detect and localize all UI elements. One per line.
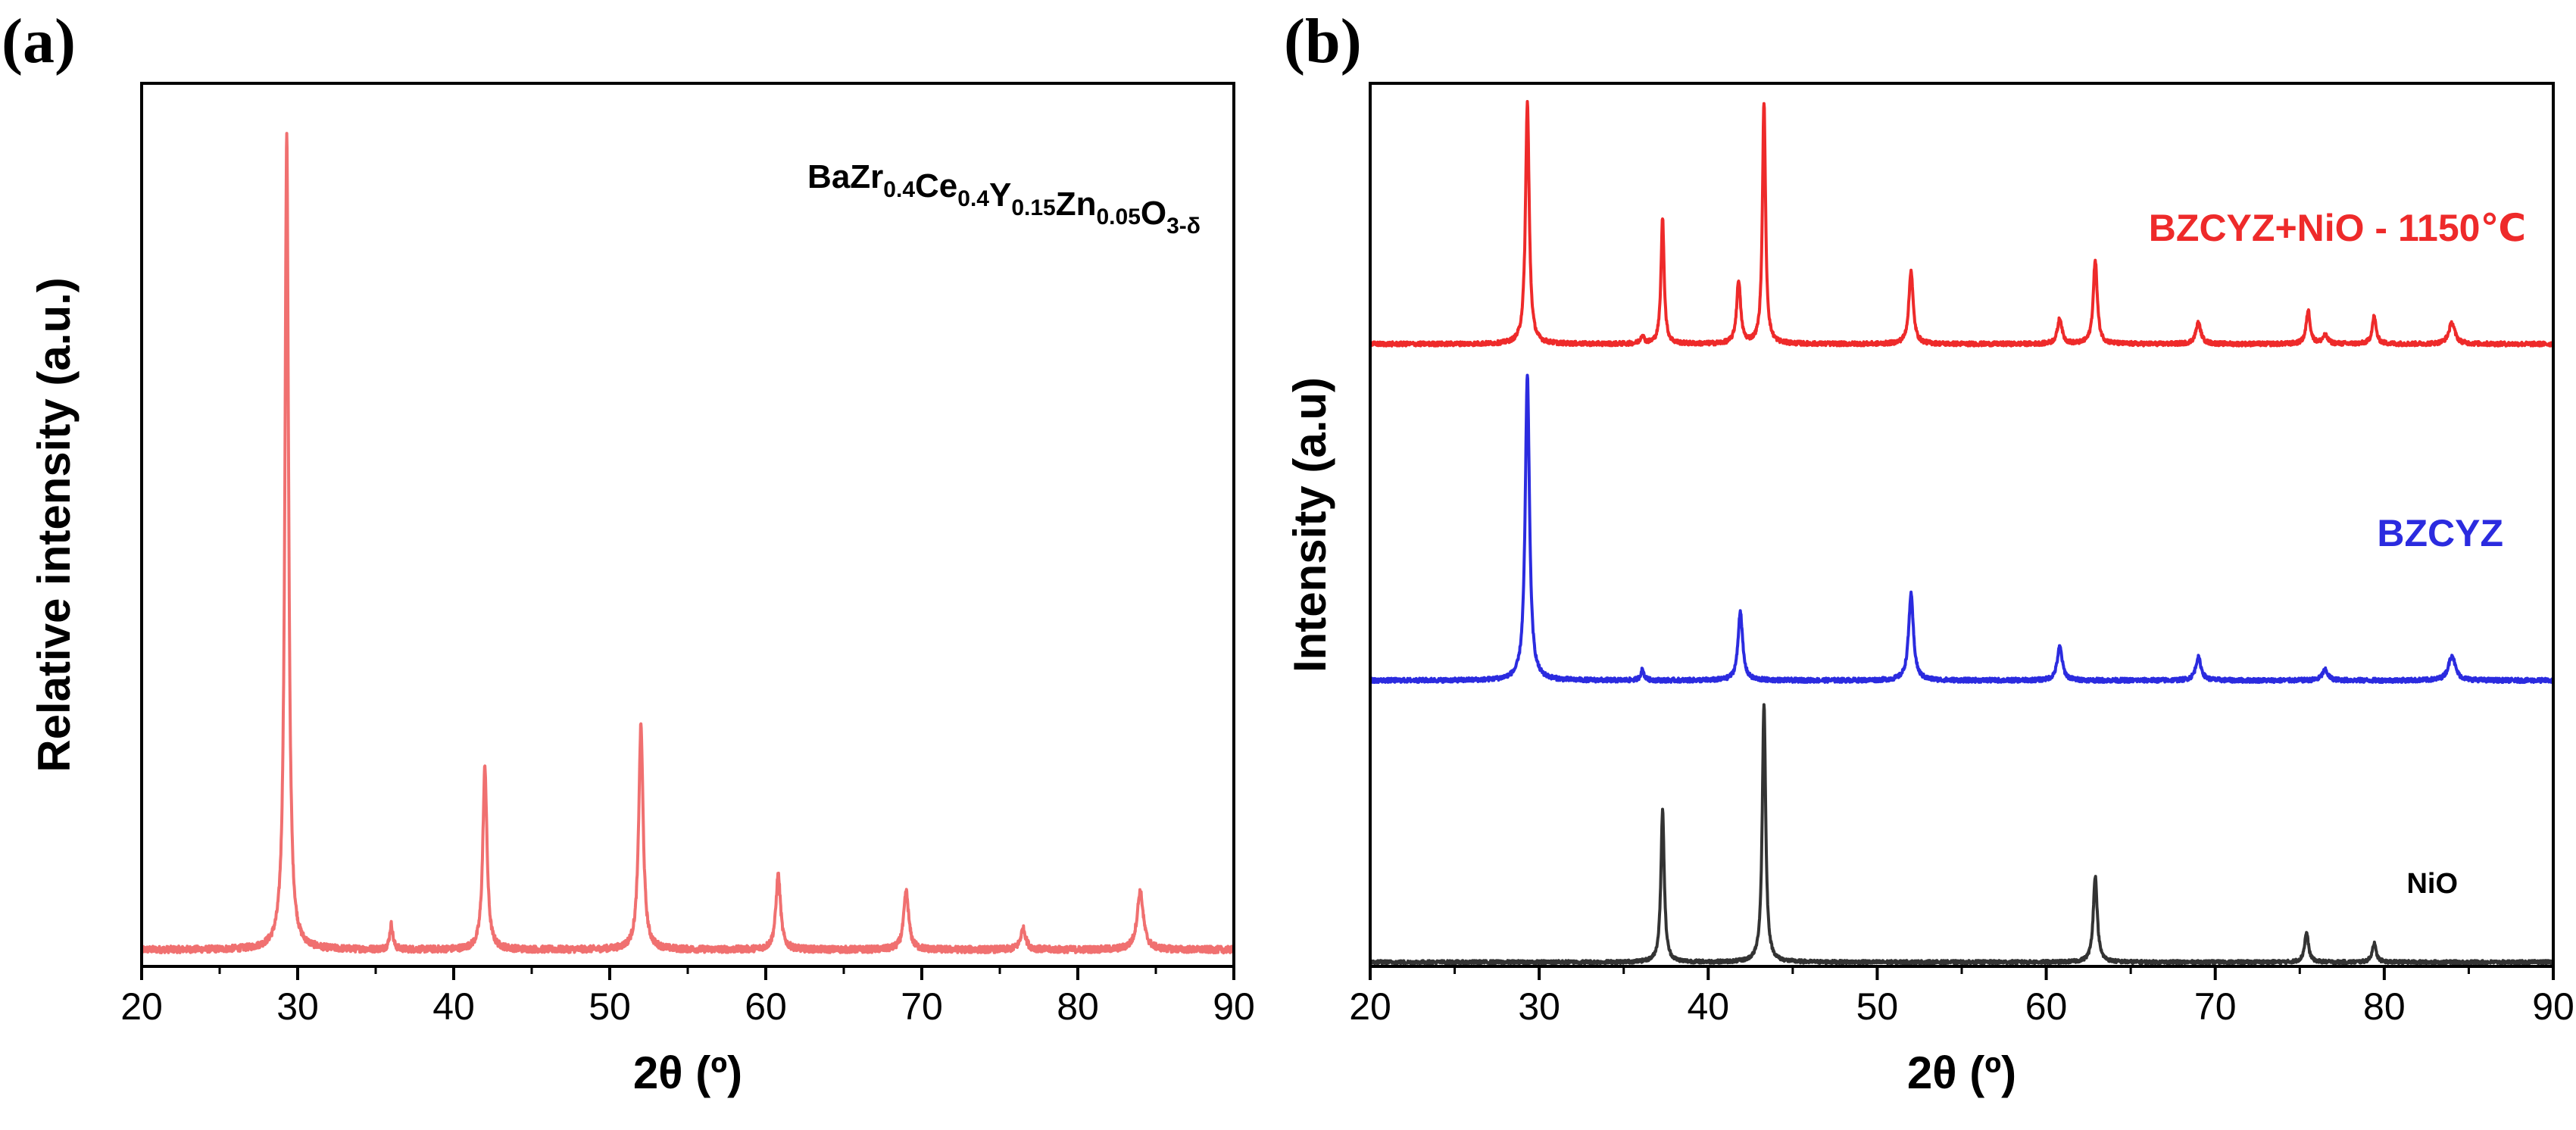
panel-a-x-axis: 20 30 40 50 60 70 80 90 — [120, 966, 1255, 1028]
series-line-bzcyz — [1372, 373, 2552, 685]
series-line-nio — [1372, 703, 2552, 965]
x-tick-label: 70 — [2194, 985, 2237, 1028]
series-label-nio: NiO — [2406, 868, 2458, 900]
panel-b-tag: (b) — [1284, 6, 1362, 76]
x-tick-label: 50 — [1856, 985, 1899, 1028]
x-tick-label: 80 — [2363, 985, 2406, 1028]
panel-b-x-axis: 20 30 40 50 60 70 80 90 — [1349, 966, 2574, 1028]
panel-b-plot-area — [1372, 100, 2552, 965]
panel-a-y-label: Relative intensity (a.u.) — [29, 277, 80, 773]
x-tick-label: 20 — [120, 985, 163, 1028]
panel-a-x-label: 2θ (º) — [633, 1047, 742, 1098]
panel-b-x-label: 2θ (º) — [1907, 1047, 2016, 1098]
series-label-bzcyz-nio-1150: BZCYZ+NiO - 1150℃ — [2149, 207, 2526, 249]
series-line-bazr0-4ce0-4y0-15zn0-05o3- — [143, 132, 1232, 955]
x-tick-label: 30 — [276, 985, 319, 1028]
panel-a-tag: (a) — [2, 6, 76, 76]
x-tick-label: 40 — [432, 985, 475, 1028]
panel-a-formula-annotation: BaZr0.4Ce0.4Y0.15Zn0.05O3-δ — [807, 158, 1201, 239]
x-tick-label: 50 — [589, 985, 631, 1028]
series-line-bzcyz-nio-1150- — [1372, 100, 2552, 348]
panel-b: (b) 20 30 40 50 60 70 80 90 2θ (º) Intensity (a… — [1284, 6, 2574, 1098]
panel-a-plot-area — [143, 132, 1232, 955]
x-tick-label: 30 — [1518, 985, 1560, 1028]
x-tick-label: 20 — [1349, 985, 1391, 1028]
x-tick-label: 60 — [745, 985, 787, 1028]
x-tick-label: 40 — [1687, 985, 1729, 1028]
x-tick-label: 60 — [2025, 985, 2068, 1028]
series-label-bzcyz: BZCYZ — [2377, 512, 2503, 554]
x-tick-label: 90 — [1213, 985, 1255, 1028]
panel-a: (a) 20 30 40 50 60 70 80 90 2θ (º) Relative int… — [2, 6, 1255, 1098]
x-tick-label: 90 — [2532, 985, 2574, 1028]
panel-b-series-labels: BZCYZ+NiO - 1150℃ BZCYZ NiO — [2149, 207, 2526, 900]
panel-b-y-label: Intensity (a.u) — [1285, 377, 1335, 673]
x-tick-label: 80 — [1057, 985, 1099, 1028]
x-tick-label: 70 — [901, 985, 943, 1028]
